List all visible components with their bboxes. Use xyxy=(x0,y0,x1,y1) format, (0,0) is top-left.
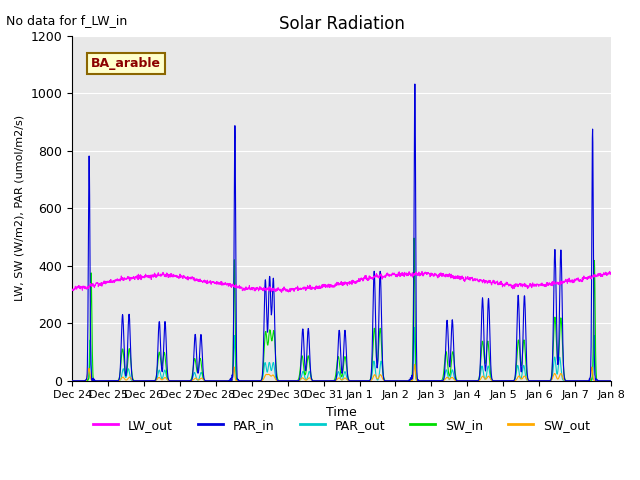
Text: No data for f_LW_in: No data for f_LW_in xyxy=(6,14,127,27)
Legend: LW_out, PAR_in, PAR_out, SW_in, SW_out: LW_out, PAR_in, PAR_out, SW_in, SW_out xyxy=(88,414,595,436)
Text: BA_arable: BA_arable xyxy=(91,57,161,70)
X-axis label: Time: Time xyxy=(326,406,357,419)
Title: Solar Radiation: Solar Radiation xyxy=(278,15,404,33)
Y-axis label: LW, SW (W/m2), PAR (umol/m2/s): LW, SW (W/m2), PAR (umol/m2/s) xyxy=(15,115,25,301)
